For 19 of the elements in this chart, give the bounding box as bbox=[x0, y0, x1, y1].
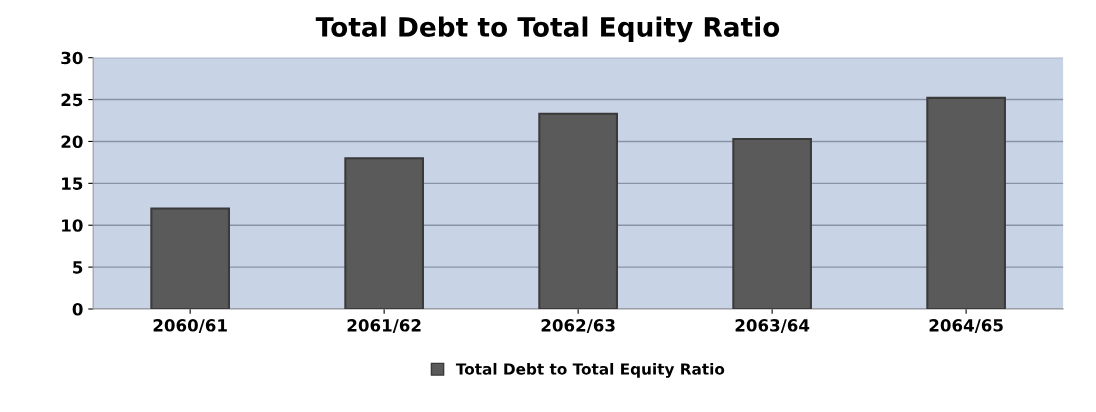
x-tick-label: 2060/61 bbox=[153, 319, 227, 333]
chart-title: Total Debt to Total Equity Ratio bbox=[315, 16, 780, 43]
bar bbox=[926, 96, 1006, 309]
bar bbox=[538, 112, 618, 309]
y-tick-label: 15 bbox=[62, 177, 83, 190]
x-tick-label: 2062/63 bbox=[541, 319, 615, 333]
y-tick-label: 0 bbox=[72, 302, 83, 316]
y-tick-label: 30 bbox=[61, 51, 83, 65]
bar bbox=[732, 137, 812, 309]
bar bbox=[344, 157, 424, 309]
legend-label: Total Debt to Total Equity Ratio bbox=[455, 362, 725, 378]
bar bbox=[150, 207, 230, 309]
x-tick-label: 2063/64 bbox=[735, 319, 810, 333]
y-tick-label: 25 bbox=[61, 93, 83, 107]
x-tick-label: 2061/62 bbox=[347, 319, 421, 333]
y-tick-label: 5 bbox=[73, 261, 83, 274]
y-tick-label: 10 bbox=[62, 219, 83, 232]
x-tick-label: 2064/65 bbox=[929, 319, 1003, 333]
y-tick-label: 20 bbox=[61, 135, 83, 149]
